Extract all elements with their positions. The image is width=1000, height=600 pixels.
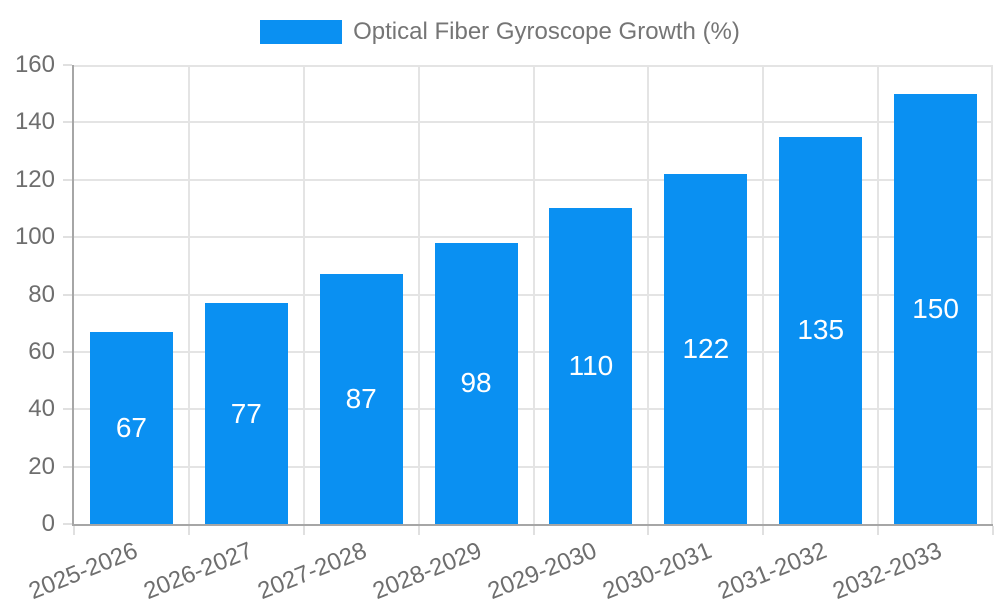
y-tick-mark bbox=[63, 465, 72, 468]
legend-swatch-icon bbox=[260, 20, 343, 44]
bar-value-label: 77 bbox=[230, 397, 262, 429]
bar-value-label: 122 bbox=[682, 332, 730, 364]
legend[interactable]: Optical Fiber Gyroscope Growth (%) bbox=[0, 18, 1000, 46]
x-tick-label: 2030-2031 bbox=[599, 537, 716, 600]
bar-value-label: 87 bbox=[345, 383, 377, 415]
x-tick-mark bbox=[877, 526, 880, 535]
bar-value-label: 110 bbox=[568, 350, 614, 382]
y-tick-mark bbox=[63, 350, 72, 353]
y-tick-label: 140 bbox=[14, 108, 55, 136]
bar: 67 bbox=[89, 331, 173, 524]
x-axis-line bbox=[72, 524, 993, 526]
x-tick-mark bbox=[762, 526, 765, 535]
x-tick-label: 2029-2030 bbox=[484, 537, 601, 600]
y-tick-label: 120 bbox=[14, 165, 55, 193]
y-tick-label: 60 bbox=[28, 337, 55, 365]
v-gridline bbox=[187, 65, 190, 524]
x-tick-label: 2026-2027 bbox=[139, 537, 257, 600]
x-tick-mark bbox=[417, 526, 420, 535]
v-gridline bbox=[991, 65, 993, 524]
v-gridline bbox=[877, 65, 880, 524]
legend-label: Optical Fiber Gyroscope Growth (%) bbox=[353, 18, 740, 45]
x-tick-mark bbox=[187, 526, 190, 535]
x-tick-mark bbox=[532, 526, 535, 535]
bar-value-label: 135 bbox=[797, 314, 845, 346]
bar: 77 bbox=[204, 303, 288, 524]
y-axis-line bbox=[72, 65, 74, 526]
y-tick-label: 0 bbox=[41, 510, 55, 537]
y-tick-label: 80 bbox=[28, 280, 55, 308]
v-gridline bbox=[302, 65, 305, 524]
bar: 150 bbox=[894, 93, 978, 524]
bar-value-label: 67 bbox=[115, 411, 148, 443]
x-tick-label: 2028-2029 bbox=[369, 537, 486, 600]
y-tick-mark bbox=[63, 523, 72, 525]
y-tick-label: 40 bbox=[28, 395, 55, 423]
x-tick-label: 2025-2026 bbox=[24, 537, 142, 600]
bar: 87 bbox=[319, 274, 403, 524]
x-tick-mark bbox=[992, 526, 994, 535]
v-gridline bbox=[532, 65, 535, 524]
y-tick-mark bbox=[63, 121, 72, 124]
x-tick-label: 2032-2033 bbox=[828, 537, 946, 600]
y-tick-label: 100 bbox=[14, 223, 55, 251]
x-tick-mark bbox=[647, 526, 650, 535]
bar: 122 bbox=[664, 174, 748, 524]
y-tick-label: 20 bbox=[28, 452, 55, 480]
bar: 135 bbox=[779, 136, 863, 524]
y-tick-mark bbox=[63, 293, 72, 296]
y-tick-mark bbox=[63, 408, 72, 411]
v-gridline bbox=[417, 65, 420, 524]
bar: 110 bbox=[549, 208, 633, 524]
x-tick-label: 2031-2032 bbox=[713, 537, 831, 600]
y-tick-mark bbox=[63, 178, 72, 181]
bar: 98 bbox=[434, 242, 518, 524]
x-tick-label: 2027-2028 bbox=[254, 537, 371, 600]
bar-value-label: 150 bbox=[912, 292, 959, 324]
y-tick-mark bbox=[63, 64, 72, 66]
y-tick-mark bbox=[63, 236, 72, 239]
y-tick-label: 160 bbox=[14, 51, 55, 78]
v-gridline bbox=[647, 65, 650, 524]
plot-area: 0 20 40 60 80 100 120 140 160 67 2025-2026 77 2026-2… bbox=[15, 51, 994, 600]
v-gridline bbox=[762, 65, 765, 524]
bar-value-label: 98 bbox=[460, 367, 492, 399]
x-tick-mark bbox=[73, 526, 75, 535]
x-tick-mark bbox=[302, 526, 305, 535]
